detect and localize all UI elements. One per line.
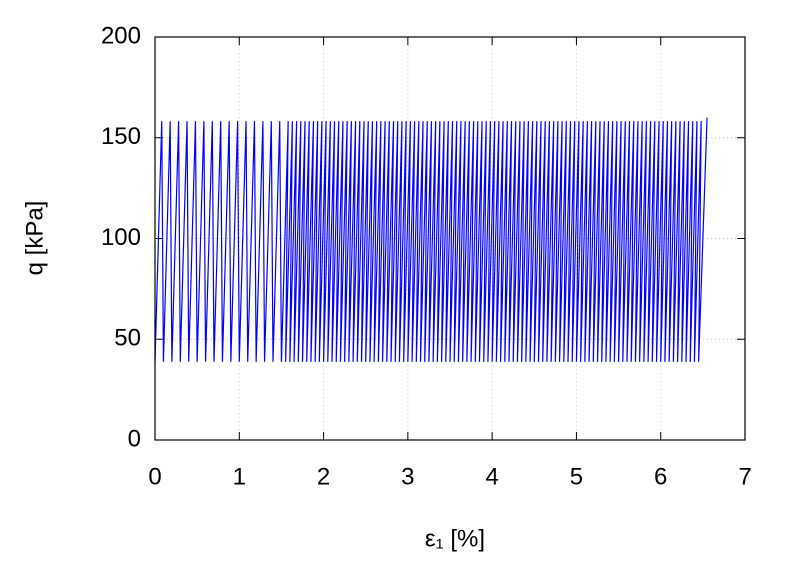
- y-tick-label: 100: [101, 224, 141, 251]
- y-tick-label: 50: [114, 325, 141, 352]
- x-axis-label: ε₁ [%]: [425, 525, 485, 552]
- x-tick-label: 4: [485, 463, 498, 490]
- data-line: [155, 118, 707, 362]
- x-tick-label: 6: [654, 463, 667, 490]
- x-tick-label: 0: [148, 463, 161, 490]
- x-tick-label: 2: [317, 463, 330, 490]
- y-axis-label: q [kPa]: [21, 201, 48, 276]
- x-tick-label: 3: [401, 463, 414, 490]
- y-tick-label: 150: [101, 123, 141, 150]
- y-tick-label: 0: [128, 425, 141, 452]
- x-tick-label: 7: [738, 463, 751, 490]
- y-tick-label: 200: [101, 22, 141, 49]
- x-tick-label: 5: [570, 463, 583, 490]
- x-tick-label: 1: [233, 463, 246, 490]
